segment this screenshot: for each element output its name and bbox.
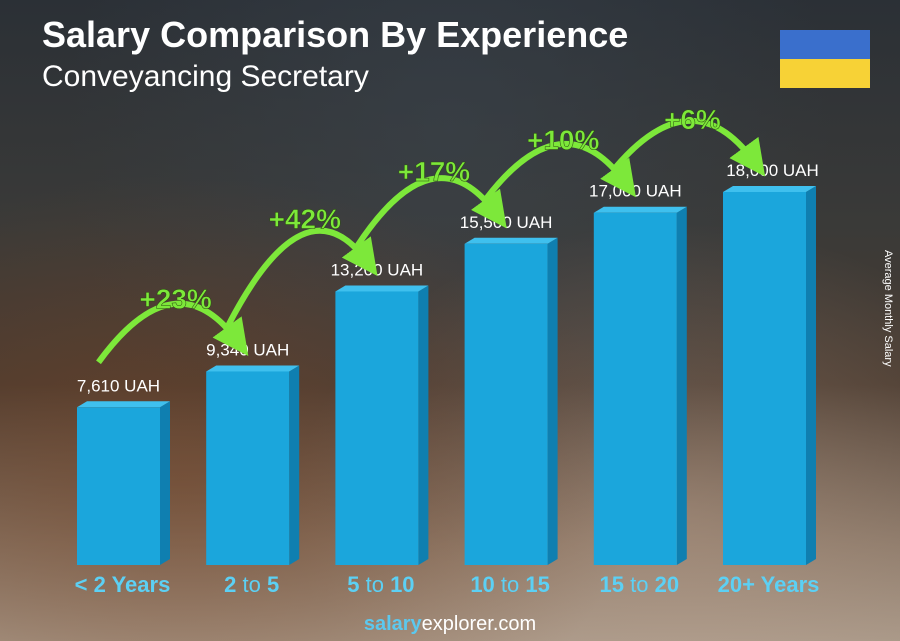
bar-top <box>723 186 816 192</box>
category-label: 20+ Years <box>718 572 820 597</box>
value-label: 7,610 UAH <box>77 376 160 395</box>
bar-top <box>593 206 687 213</box>
category-label: 2 to 5 <box>224 572 279 597</box>
chart-title: Salary Comparison By Experience <box>42 14 629 55</box>
increase-arrow <box>613 117 766 177</box>
bar <box>464 243 548 566</box>
increase-label: +10% <box>527 125 599 156</box>
value-label: 9,340 UAH <box>206 340 289 359</box>
category-label: 10 to 15 <box>470 572 550 597</box>
bar <box>77 407 160 565</box>
bar <box>593 212 677 565</box>
y-axis-label: Average Monthly Salary <box>882 250 894 367</box>
increase-label: +17% <box>398 156 470 187</box>
ukraine-flag-icon <box>780 30 870 88</box>
bar <box>723 192 806 565</box>
increase-label: +42% <box>269 203 341 234</box>
bar-top <box>77 401 170 408</box>
category-label: < 2 Years <box>75 572 171 597</box>
bar-group <box>593 206 687 565</box>
bar-group <box>723 186 816 565</box>
value-label: 17,000 UAH <box>589 182 682 201</box>
category-label: 5 to 10 <box>347 572 414 597</box>
bar-side <box>806 186 816 565</box>
bar <box>206 371 290 565</box>
footer-brand[interactable]: salaryexplorer.com <box>0 613 900 636</box>
increase-label: +6% <box>664 104 721 135</box>
increase-arrow <box>354 175 507 249</box>
chart-subtitle: Conveyancing Secretary <box>42 60 369 93</box>
bar-side <box>547 237 558 566</box>
bar-side <box>160 401 170 565</box>
category-label: 15 to 20 <box>600 572 680 597</box>
increase-arrow <box>96 300 249 365</box>
value-label: 15,500 UAH <box>460 213 553 232</box>
bar-group <box>77 401 170 565</box>
bar-side <box>289 365 300 565</box>
bar-group <box>464 237 558 566</box>
increase-label: +23% <box>139 283 211 314</box>
value-label: 18,000 UAH <box>726 161 819 180</box>
increase-arrow <box>225 227 378 328</box>
bar-side <box>418 285 429 565</box>
bar-group <box>206 365 300 565</box>
bar-top <box>335 285 429 292</box>
bar <box>335 291 419 565</box>
bar-group <box>335 285 429 565</box>
bar-side <box>676 206 687 565</box>
brand-rest: explorer.com <box>421 613 537 635</box>
brand-bold: salary <box>363 613 422 635</box>
increase-arrow <box>483 140 636 201</box>
value-label: 13,200 UAH <box>331 260 424 279</box>
bar-top <box>464 237 558 244</box>
bar-top <box>206 365 300 372</box>
